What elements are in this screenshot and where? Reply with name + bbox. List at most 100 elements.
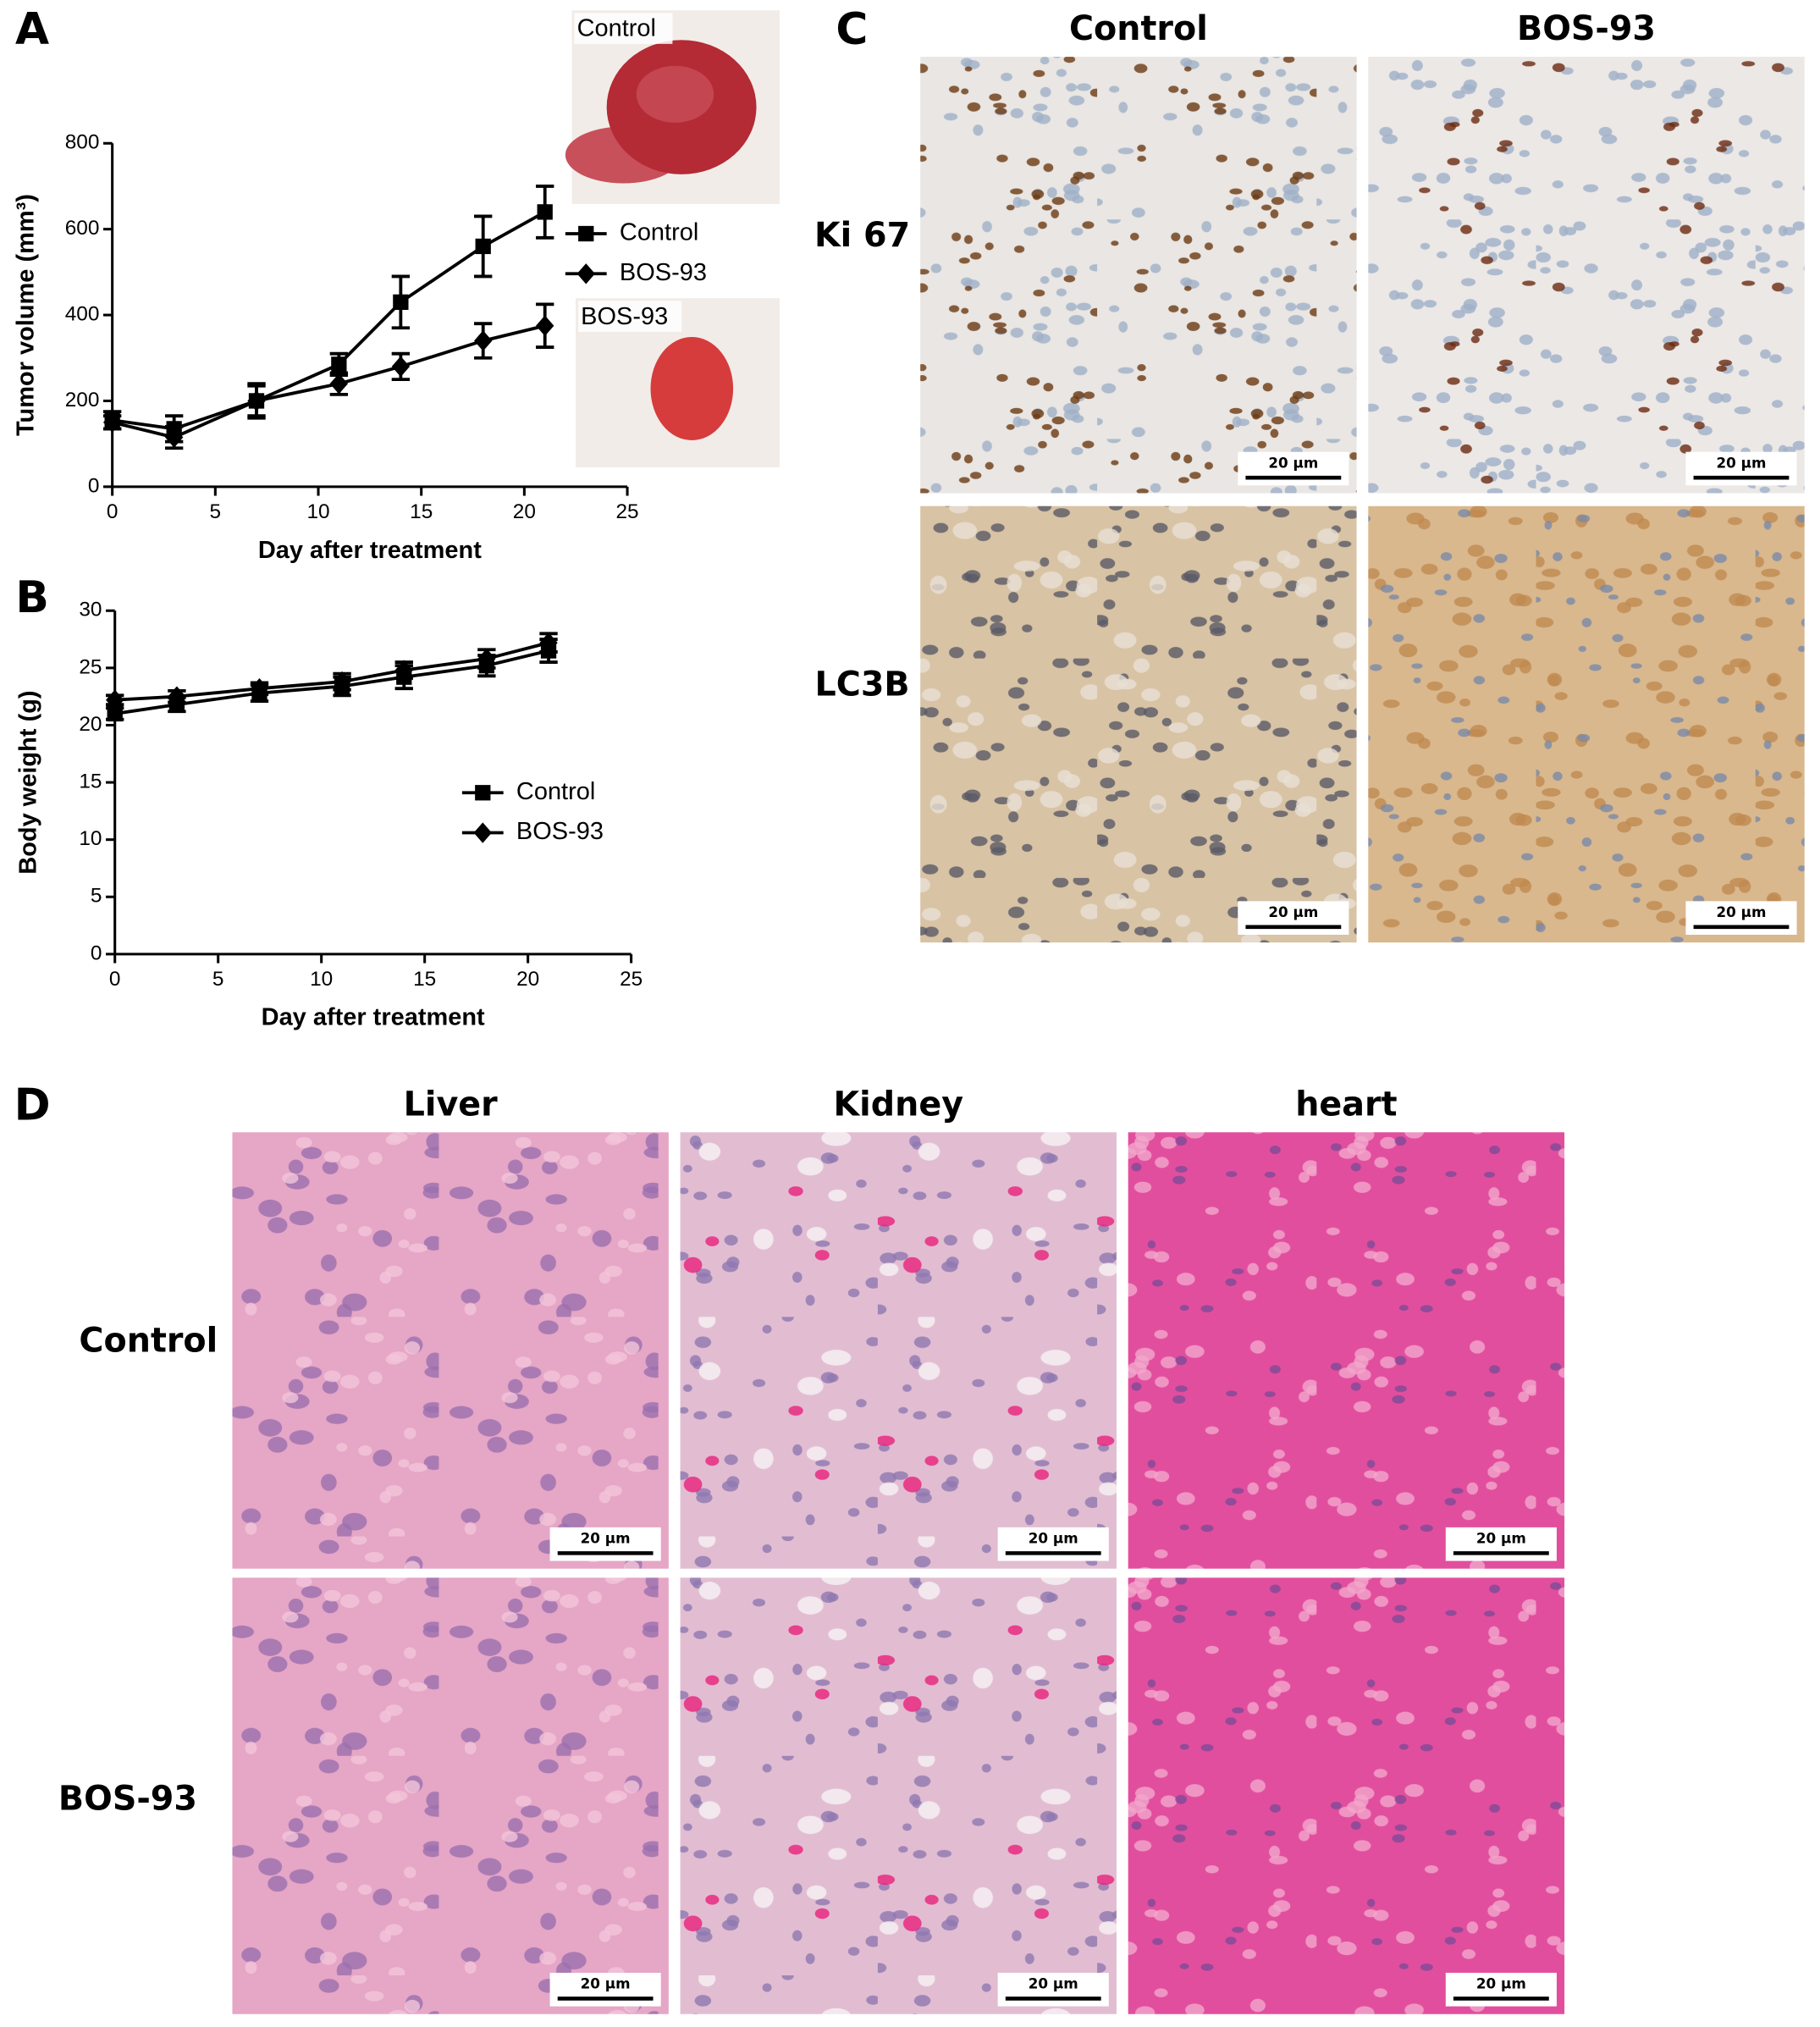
photo-label-bg: [578, 301, 682, 332]
column-header: Liver: [404, 1085, 499, 1124]
scale-bar-label: 20 μm: [1268, 454, 1318, 471]
micrograph: [920, 57, 1357, 494]
x-tick-label: 20: [516, 968, 539, 991]
marker: [393, 294, 409, 310]
x-tick-label: 0: [107, 500, 119, 523]
marker: [331, 356, 347, 373]
marker: [247, 390, 266, 411]
scale-bar-bg: [997, 1972, 1109, 2007]
scale-bar-bg: [1238, 901, 1349, 935]
panel-label: A: [15, 4, 49, 55]
marker: [537, 204, 553, 220]
y-tick-label: 20: [79, 713, 102, 736]
scale-bar-bg: [1445, 1527, 1557, 1561]
row-header: BOS-93: [58, 1780, 197, 1819]
y-tick-label: 800: [65, 131, 100, 154]
x-tick-label: 15: [410, 500, 433, 523]
scale-bar-bg: [549, 1527, 661, 1561]
scale-bar-label: 20 μm: [1476, 1975, 1526, 1992]
photo-label-bg: [574, 13, 673, 44]
micrograph: [232, 1577, 669, 2014]
legend-label: BOS-93: [620, 259, 707, 286]
row-header: Control: [79, 1321, 218, 1360]
marker: [333, 671, 351, 693]
micrograph: [1128, 1132, 1565, 1569]
marker: [474, 330, 493, 351]
y-tick-label: 600: [65, 217, 100, 240]
photo-label: Control: [577, 15, 656, 42]
scale-bar-label: 20 μm: [1029, 1975, 1078, 1992]
marker: [250, 677, 269, 699]
marker: [475, 238, 491, 255]
micrograph: [920, 505, 1357, 943]
scale-bar-label: 20 μm: [1476, 1530, 1526, 1547]
column-header: Control: [1069, 9, 1208, 48]
legend-marker: [578, 225, 594, 242]
scale-bar-bg: [1685, 451, 1797, 486]
scale-bar-label: 20 μm: [1268, 903, 1318, 920]
scale-bar-label: 20 μm: [1716, 454, 1766, 471]
panel-label: B: [15, 572, 49, 623]
x-tick-label: 10: [310, 968, 333, 991]
marker: [329, 373, 349, 395]
scale-bar-label: 20 μm: [1716, 903, 1766, 920]
marker: [107, 705, 123, 722]
y-tick-label: 5: [91, 885, 102, 908]
x-tick-label: 0: [109, 968, 121, 991]
micrograph: [1368, 57, 1805, 494]
y-tick-label: 0: [91, 942, 102, 964]
tumor-highlight: [636, 65, 714, 123]
scale-bar-bg: [1238, 451, 1349, 486]
marker: [539, 632, 558, 654]
panel-label: C: [836, 4, 868, 55]
y-tick-label: 10: [79, 827, 102, 850]
micrograph: [1128, 1577, 1565, 2014]
row-header: LC3B: [815, 666, 910, 704]
column-header: heart: [1295, 1085, 1397, 1124]
column-header: BOS-93: [1517, 9, 1656, 48]
x-axis-label: Day after treatment: [258, 537, 482, 564]
legend-marker: [473, 822, 492, 843]
y-tick-label: 25: [79, 655, 102, 678]
y-tick-label: 400: [65, 302, 100, 325]
scale-bar-bg: [1685, 901, 1797, 935]
legend-marker: [576, 263, 595, 284]
x-tick-label: 5: [212, 968, 224, 991]
marker: [106, 689, 124, 710]
marker: [391, 356, 411, 378]
row-header: Ki 67: [814, 216, 910, 255]
y-tick-label: 15: [79, 770, 102, 793]
x-tick-label: 25: [620, 968, 643, 991]
legend-label: BOS-93: [516, 818, 604, 845]
marker: [168, 686, 186, 707]
y-axis-label: Tumor volume (mm³): [13, 194, 40, 436]
scale-bar-bg: [1445, 1972, 1557, 2007]
micrograph: [680, 1577, 1117, 2014]
marker: [164, 427, 184, 448]
y-tick-label: 0: [88, 474, 100, 497]
micrograph: [232, 1132, 669, 1569]
scale-bar-label: 20 μm: [581, 1530, 631, 1547]
marker: [536, 315, 554, 336]
tumor: [650, 336, 734, 440]
y-tick-label: 30: [79, 599, 102, 621]
legend-label: Control: [516, 778, 595, 805]
x-tick-label: 5: [210, 500, 222, 523]
x-tick-label: 10: [306, 500, 329, 523]
panel-label: D: [14, 1080, 51, 1130]
x-axis-label: Day after treatment: [262, 1004, 485, 1031]
y-tick-label: 200: [65, 389, 100, 411]
scale-bar-bg: [997, 1527, 1109, 1561]
x-tick-label: 15: [413, 968, 436, 991]
marker: [102, 411, 122, 434]
scale-bar-label: 20 μm: [581, 1975, 631, 1992]
y-axis-label: Body weight (g): [15, 690, 42, 874]
photo-label: BOS-93: [581, 303, 668, 330]
micrograph: [680, 1132, 1117, 1569]
scale-bar-bg: [549, 1972, 661, 2007]
legend-label: Control: [620, 219, 698, 246]
x-tick-label: 20: [513, 500, 536, 523]
column-header: Kidney: [833, 1085, 963, 1124]
scale-bar-label: 20 μm: [1029, 1530, 1078, 1547]
